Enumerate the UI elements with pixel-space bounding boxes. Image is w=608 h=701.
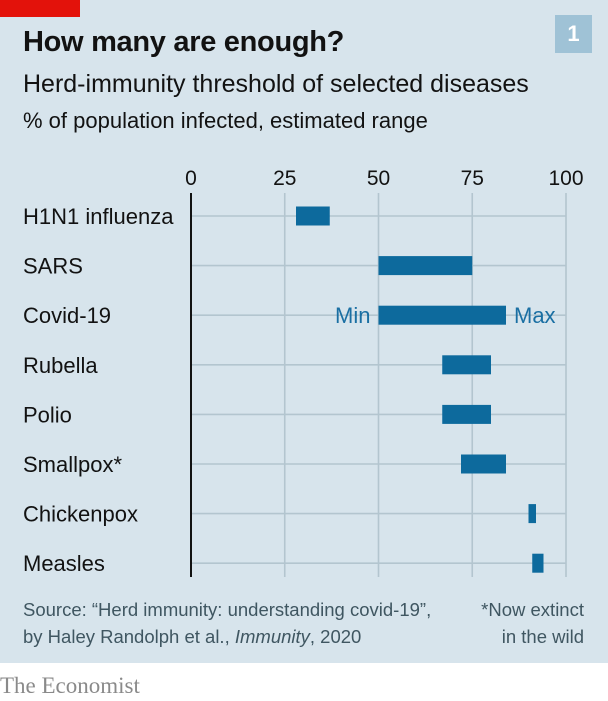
chart-unit-label: % of population infected, estimated rang… <box>23 108 428 133</box>
chart-number-badge: 1 <box>555 15 592 53</box>
range-bar-chart: 0 25 50 75 100 H1N1 influenza SARS Covid-19 Rube… <box>23 167 584 577</box>
source-line-2: by Haley Randolph et al., Immunity, 2020 <box>23 623 431 650</box>
source-note: Source: “Herd immunity: understanding co… <box>23 596 431 650</box>
x-tick-label: 0 <box>185 167 197 190</box>
economist-logo: The Economist <box>0 673 140 698</box>
category-label: Measles <box>23 551 105 576</box>
range-bar <box>442 355 491 375</box>
min-annotation: Min <box>335 303 370 328</box>
category-label: Smallpox* <box>23 452 122 477</box>
footnote-line-2: in the wild <box>501 626 584 647</box>
chart-panel: 1 How many are enough? Herd-immunity thr… <box>0 0 608 663</box>
x-tick-label: 75 <box>461 167 484 190</box>
range-bar <box>378 305 506 325</box>
footnote: *Now extinct in the wild <box>481 596 584 650</box>
category-label: SARS <box>23 254 83 279</box>
chart-subtitle: Herd-immunity threshold of selected dise… <box>23 70 529 98</box>
footnote-line-1: *Now extinct <box>481 599 584 620</box>
brand-red-tag <box>0 0 80 17</box>
chart-title: How many are enough? <box>23 26 345 58</box>
range-bar <box>528 504 536 524</box>
source-journal: Immunity <box>234 626 310 647</box>
range-bar <box>532 553 544 573</box>
source-authors: by Haley Randolph et al., <box>23 626 235 647</box>
category-label: Rubella <box>23 353 98 378</box>
range-bar <box>442 404 491 424</box>
x-tick-label: 50 <box>367 167 390 190</box>
x-tick-label: 25 <box>273 167 296 190</box>
max-annotation: Max <box>514 303 556 328</box>
category-label: Chickenpox <box>23 502 138 527</box>
range-bar <box>378 256 473 276</box>
source-line-1: Source: “Herd immunity: understanding co… <box>23 599 432 620</box>
range-bar <box>296 206 330 226</box>
range-bar <box>461 454 506 474</box>
category-label: H1N1 influenza <box>23 204 174 229</box>
source-year: , 2020 <box>309 626 362 647</box>
category-label: Polio <box>23 402 72 427</box>
x-tick-label: 100 <box>548 167 583 190</box>
category-label: Covid-19 <box>23 303 111 328</box>
